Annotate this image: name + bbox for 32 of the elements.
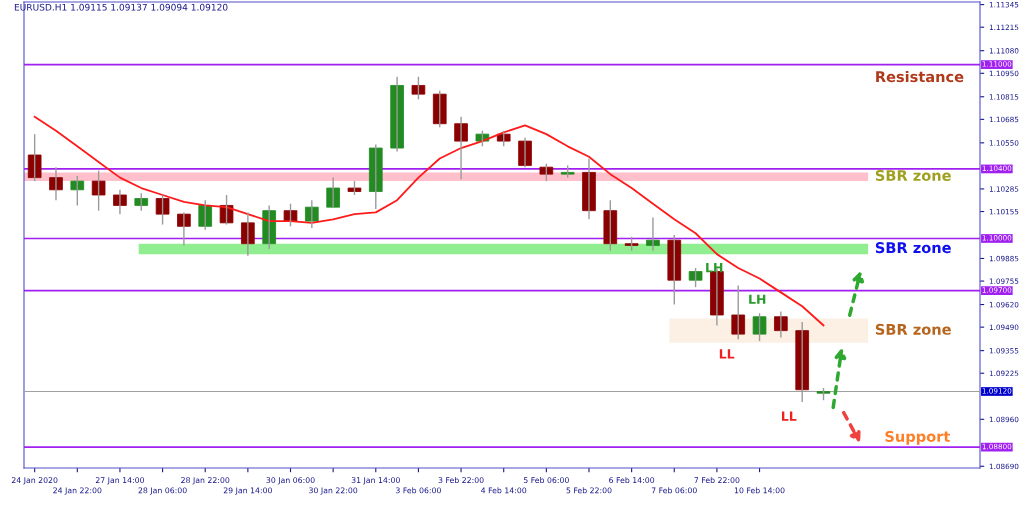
candlestick xyxy=(432,89,447,128)
candlestick xyxy=(91,169,106,212)
candlestick xyxy=(774,310,788,339)
candlestick xyxy=(667,234,682,306)
candlestick xyxy=(219,194,234,226)
annotation: LH xyxy=(749,294,766,304)
candlestick xyxy=(27,133,42,182)
annotation: LL xyxy=(781,411,797,421)
line-series xyxy=(33,115,825,327)
candlestick xyxy=(518,136,532,168)
band-label: SBR zone xyxy=(875,323,951,335)
band-label: SBR zone xyxy=(875,242,951,254)
candlestick xyxy=(177,211,191,247)
annotation: LH xyxy=(706,263,723,273)
candlestick xyxy=(752,312,767,342)
candlestick xyxy=(411,76,426,101)
candlestick xyxy=(326,176,340,208)
candlestick xyxy=(198,199,213,231)
chart-title: EURUSD.H1 1.09115 1.09137 1.09094 1.09120 xyxy=(14,3,228,11)
candlestick xyxy=(70,175,85,207)
band-label: SBR zone xyxy=(875,169,951,181)
candlestick xyxy=(155,194,170,226)
candlestick xyxy=(731,284,746,341)
text: Resistance xyxy=(876,70,964,83)
annotation: LL xyxy=(719,349,735,359)
text: Support xyxy=(885,430,951,445)
candlestick xyxy=(603,199,618,252)
candlestick xyxy=(454,116,468,181)
candlestick xyxy=(113,189,127,215)
candlestick xyxy=(368,143,383,210)
candlestick xyxy=(688,267,703,288)
candlestick xyxy=(283,203,298,228)
